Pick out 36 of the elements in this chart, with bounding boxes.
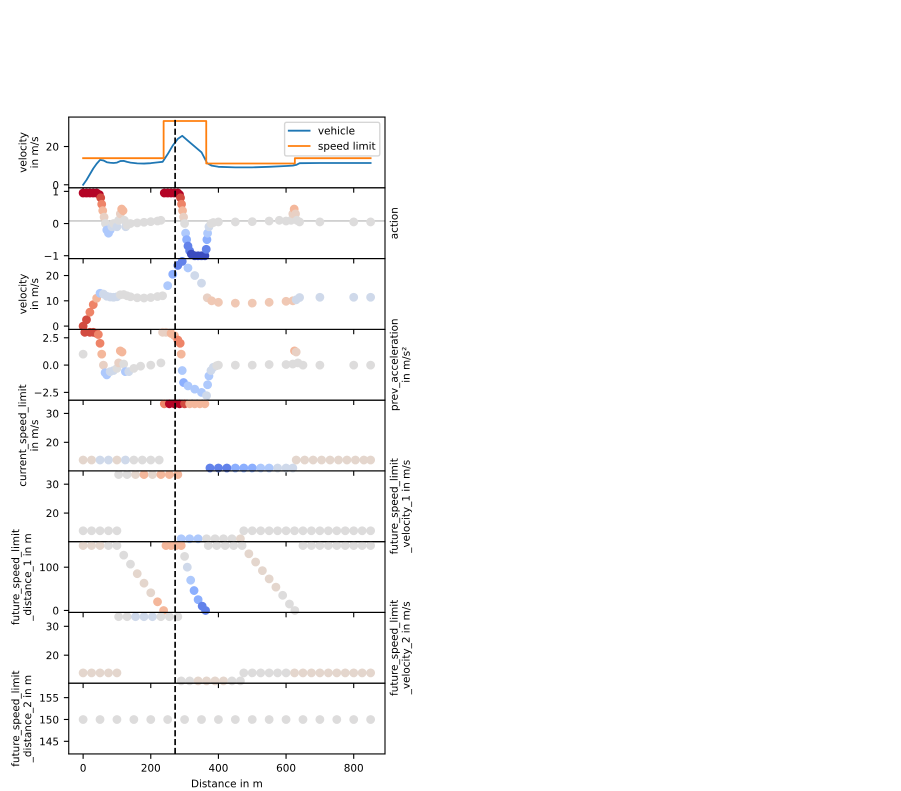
y2-axis-title: future_speed_limit _velocity_1 in m/s [390,458,412,554]
y-tick-label: 20 [46,651,58,660]
y-tick-label: 145 [40,738,58,746]
y-tick-label: 20 [46,509,58,518]
y-tick-label: 30 [46,480,58,488]
y-tick-label: 0 [53,220,58,228]
x-tick-label: 800 [344,764,363,772]
y-tick-label: 20 [46,438,58,446]
legend-label: speed limit [318,142,376,152]
y-tick-label: 2.5 [43,334,58,342]
y-axis-title: velocity in m/s [18,274,40,314]
y2-axis-title: prev_acceleration in m/s² [390,319,411,410]
y2-axis-title: action [390,208,398,239]
x-tick-label: 400 [208,764,228,772]
y-tick-label: 10 [46,297,58,305]
y-axis-title: future_speed_limit _distance_1 in m [11,529,34,625]
y-axis-title: velocity in m/s [18,132,40,172]
y-tick-label: −2.5 [34,388,58,396]
y-tick-label: 20 [46,142,58,151]
y-tick-label: 0 [53,322,58,330]
x-axis-title: Distance in m [192,779,262,788]
y-tick-label: 150 [40,716,58,724]
y2-axis-title: future_speed_limit _velocity_2 in m/s [390,600,412,696]
y-tick-label: 0.0 [43,361,58,370]
y-tick-label: 0 [53,606,58,615]
y-tick-label: 20 [46,272,58,280]
y-tick-label: 155 [40,694,58,702]
y-axis-title: future_speed_limit _distance_2 in m [11,670,34,766]
y-tick-label: −1 [44,252,58,260]
y-tick-label: 100 [40,563,58,572]
x-tick-label: 600 [276,764,296,772]
legend-label: vehicle [318,126,354,135]
x-tick-label: 0 [80,764,86,772]
x-tick-label: 200 [142,764,160,772]
y-tick-label: 30 [46,622,58,630]
y-tick-label: 30 [46,410,58,418]
